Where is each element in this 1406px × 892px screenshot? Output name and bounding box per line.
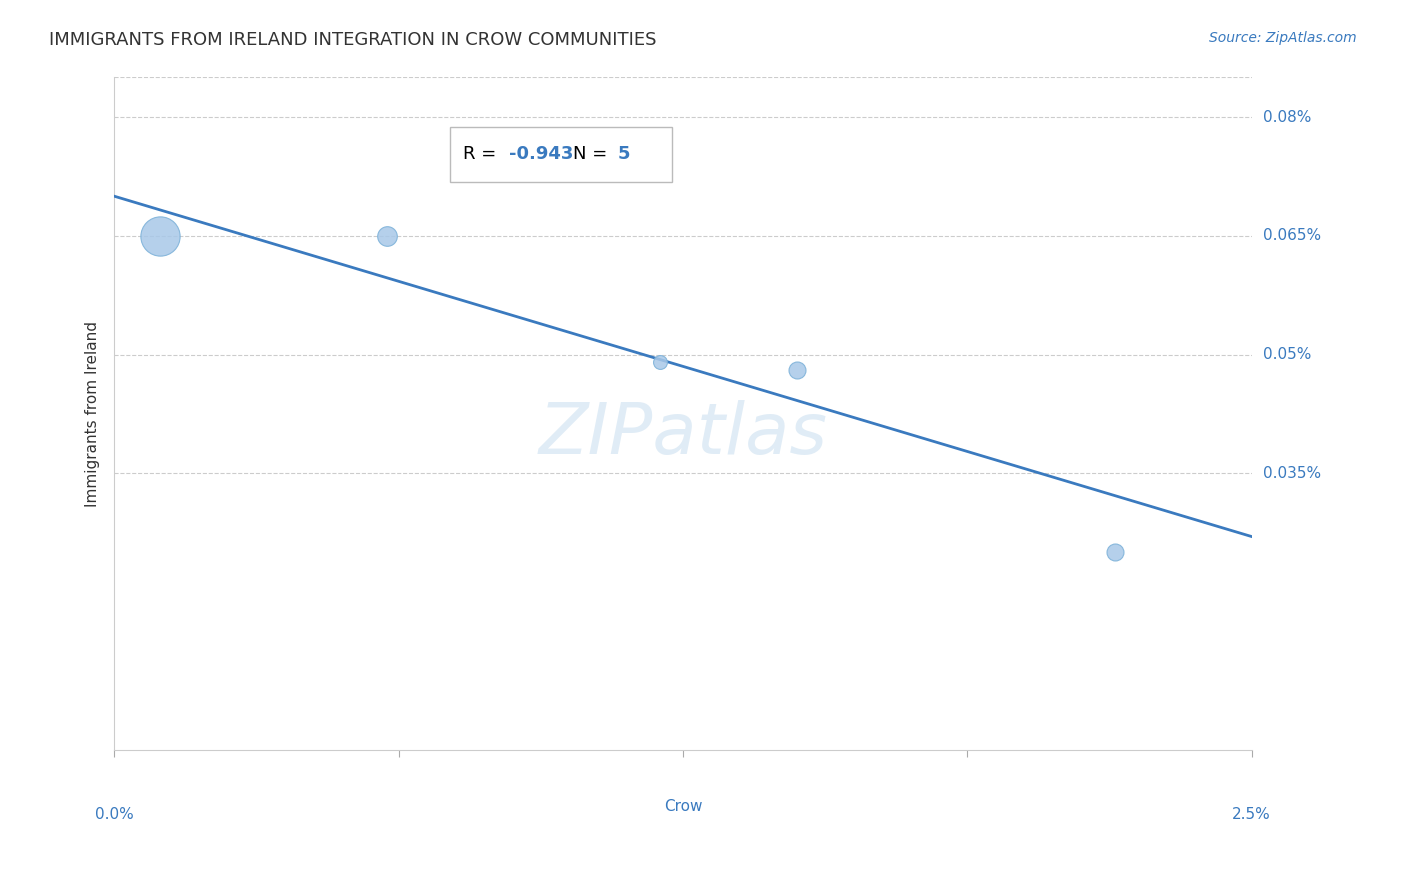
Point [149, 228, 172, 243]
Point [375, 228, 398, 243]
Text: 0.0%: 0.0% [94, 807, 134, 822]
Text: 0.08%: 0.08% [1263, 110, 1312, 125]
Text: 0.065%: 0.065% [1263, 228, 1322, 244]
Point [1104, 545, 1126, 559]
Text: IMMIGRANTS FROM IRELAND INTEGRATION IN CROW COMMUNITIES: IMMIGRANTS FROM IRELAND INTEGRATION IN C… [49, 31, 657, 49]
Text: R =: R = [464, 145, 502, 163]
Y-axis label: Immigrants from Ireland: Immigrants from Ireland [86, 321, 100, 507]
Text: 2.5%: 2.5% [1232, 807, 1271, 822]
FancyBboxPatch shape [450, 127, 672, 182]
Point [786, 363, 808, 377]
Text: 0.035%: 0.035% [1263, 466, 1322, 481]
Point [650, 355, 672, 369]
Text: ZIPatlas: ZIPatlas [538, 400, 828, 468]
Text: 5: 5 [619, 145, 631, 163]
X-axis label: Crow: Crow [664, 799, 702, 814]
Text: -0.943: -0.943 [509, 145, 574, 163]
Text: 0.05%: 0.05% [1263, 347, 1312, 362]
Text: N =: N = [572, 145, 613, 163]
Text: Source: ZipAtlas.com: Source: ZipAtlas.com [1209, 31, 1357, 45]
